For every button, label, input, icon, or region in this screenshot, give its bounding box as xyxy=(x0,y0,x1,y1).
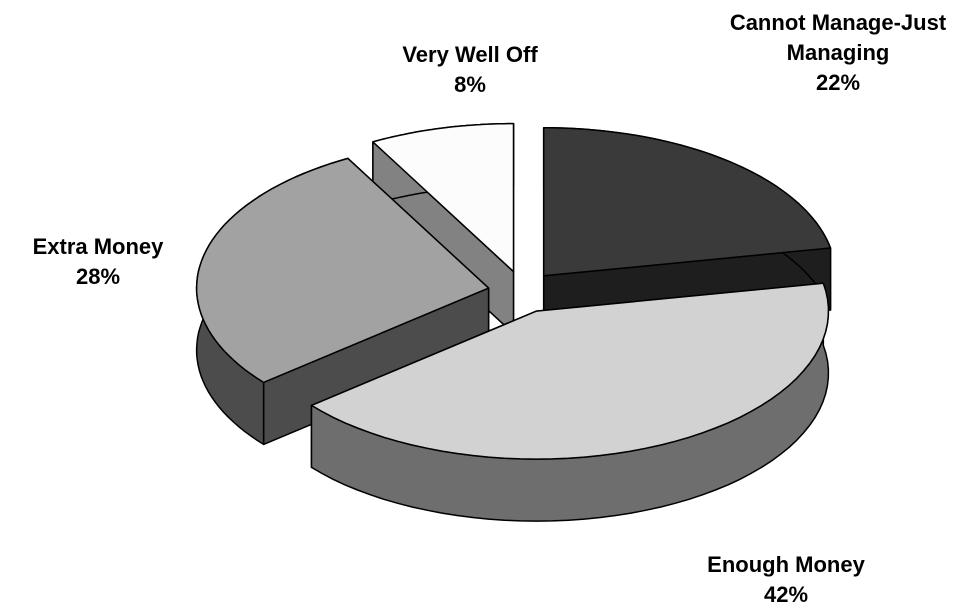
slice-name: Enough Money xyxy=(707,552,865,577)
slice-value-label: 42% xyxy=(763,582,809,607)
slice-value-label: 8% xyxy=(454,72,486,97)
slice-top xyxy=(310,282,830,460)
slice-top xyxy=(542,127,832,277)
slice-name: Very Well Off xyxy=(402,42,538,67)
slice-value-label: 22% xyxy=(815,70,861,95)
slice-label: Extra Money 28% xyxy=(0,232,208,292)
slice-label: Enough Money 42% xyxy=(676,550,896,610)
pie-slice xyxy=(310,282,830,522)
slice-value-label: 28% xyxy=(75,264,121,289)
slice-label: Very Well Off 8% xyxy=(360,40,580,100)
slice-name: Extra Money xyxy=(32,234,164,259)
slice-label: Cannot Manage-Just Managing 22% xyxy=(728,8,948,98)
slice-top xyxy=(372,122,515,273)
slice-top xyxy=(195,157,490,384)
slice-name: Cannot Manage-Just Managing xyxy=(729,10,947,65)
